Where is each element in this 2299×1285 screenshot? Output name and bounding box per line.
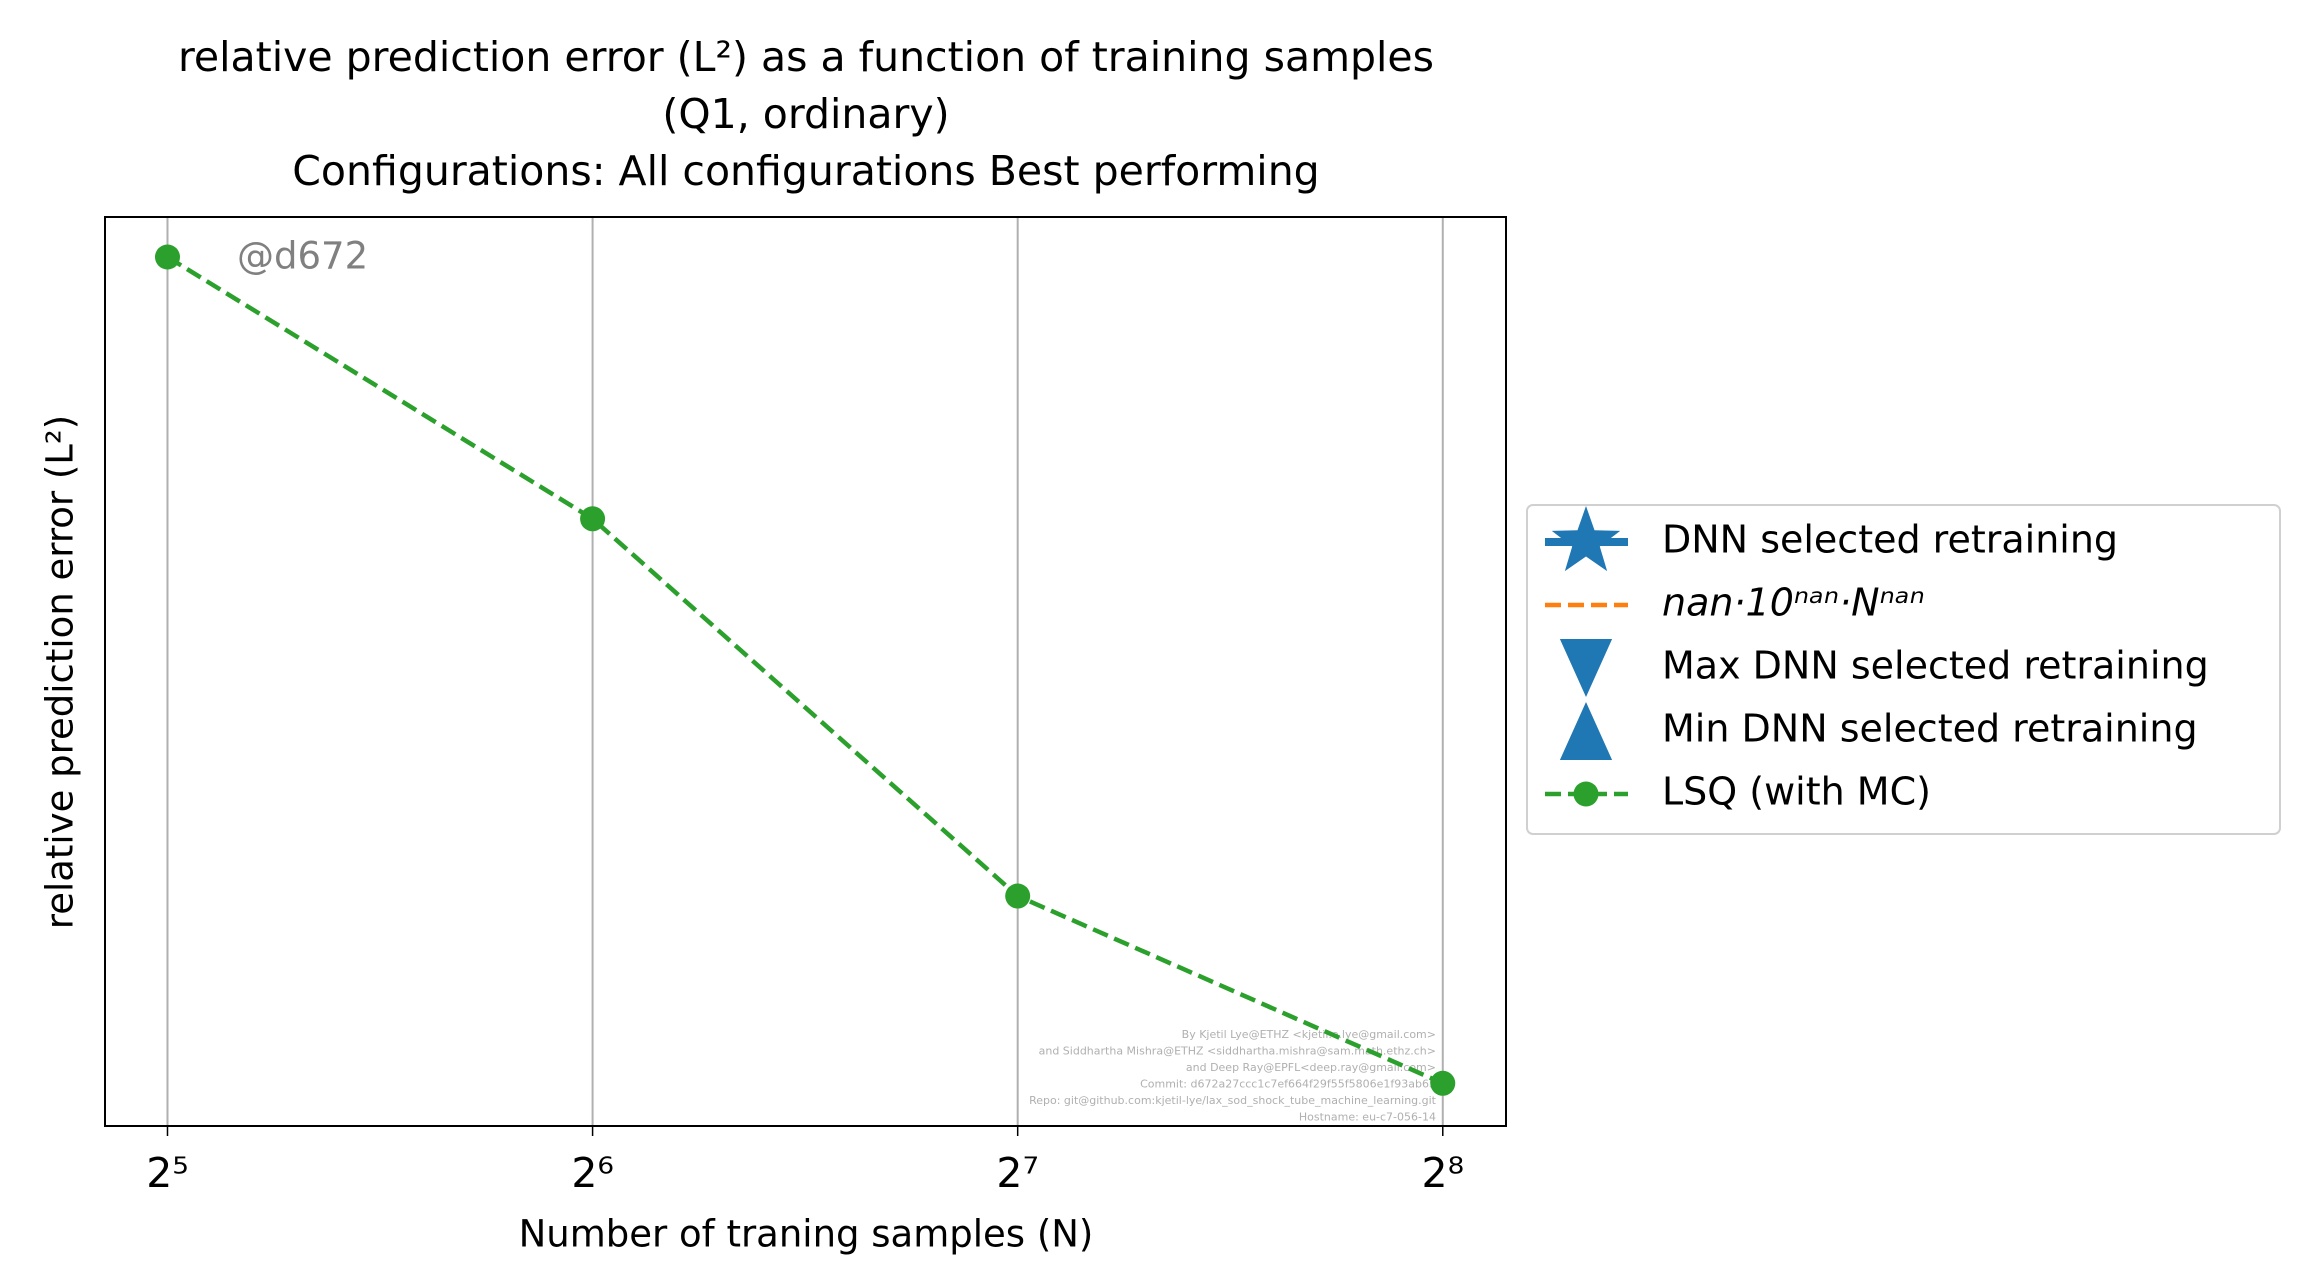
plot-frame <box>104 216 1507 1127</box>
x-tick-label: 2⁷ <box>996 1149 1039 1197</box>
legend-marker <box>1573 781 1599 807</box>
x-axis-label: Number of traning samples (N) <box>519 1213 1094 1256</box>
watermark-line: and Siddhartha Mishra@ETHZ <siddhartha.m… <box>1039 1045 1436 1058</box>
line <box>166 255 1444 1086</box>
legend-marker <box>1551 506 1621 572</box>
legend-label: nan·10ⁿᵃⁿ·Nⁿᵃⁿ <box>1662 581 1925 625</box>
legend-label: LSQ (with MC) <box>1662 770 1931 814</box>
x-tick-label: 2⁵ <box>146 1149 189 1197</box>
watermark-line: Hostname: eu-c7-056-14 <box>1299 1111 1436 1124</box>
legend-box <box>1526 504 2281 835</box>
watermark: By Kjetil Lye@ETHZ <kjetil.o.lye@gmail.c… <box>1029 1028 1437 1124</box>
legend-label: DNN selected retraining <box>1662 518 2118 562</box>
watermark-line: Commit: d672a27ccc1c7ef664f29f55f5806e1f… <box>1140 1078 1436 1091</box>
point <box>580 506 606 532</box>
y-axis-label: relative prediction error (L²) <box>39 415 82 929</box>
x-tick-label: 2⁸ <box>1422 1149 1465 1197</box>
x-tick-label: 2⁶ <box>571 1149 614 1197</box>
watermark-line: By Kjetil Lye@ETHZ <kjetil.o.lye@gmail.c… <box>1182 1028 1436 1041</box>
point <box>1005 883 1031 909</box>
watermark-line: Repo: git@github.com:kjetil-lye/lax_sod_… <box>1029 1094 1437 1107</box>
legend-label: Max DNN selected retraining <box>1662 644 2209 688</box>
legend: DNN selected retraining nan·10ⁿᵃⁿ·Nⁿᵃⁿ Max… <box>1526 504 2281 835</box>
point <box>154 244 180 270</box>
annotation: @d672 <box>237 235 368 278</box>
chart-title: Configurations: All configurations Best … <box>292 147 1319 195</box>
legend-marker <box>1559 639 1613 697</box>
legend-marker <box>1559 702 1613 760</box>
chart-title: (Q1, ordinary) <box>662 90 949 138</box>
legend-label: Min DNN selected retraining <box>1662 707 2198 751</box>
point <box>1430 1070 1456 1096</box>
watermark-line: and Deep Ray@EPFL<deep.ray@gmail.com> <box>1186 1061 1436 1074</box>
chart-title: relative prediction error (L²) as a func… <box>178 33 1434 81</box>
